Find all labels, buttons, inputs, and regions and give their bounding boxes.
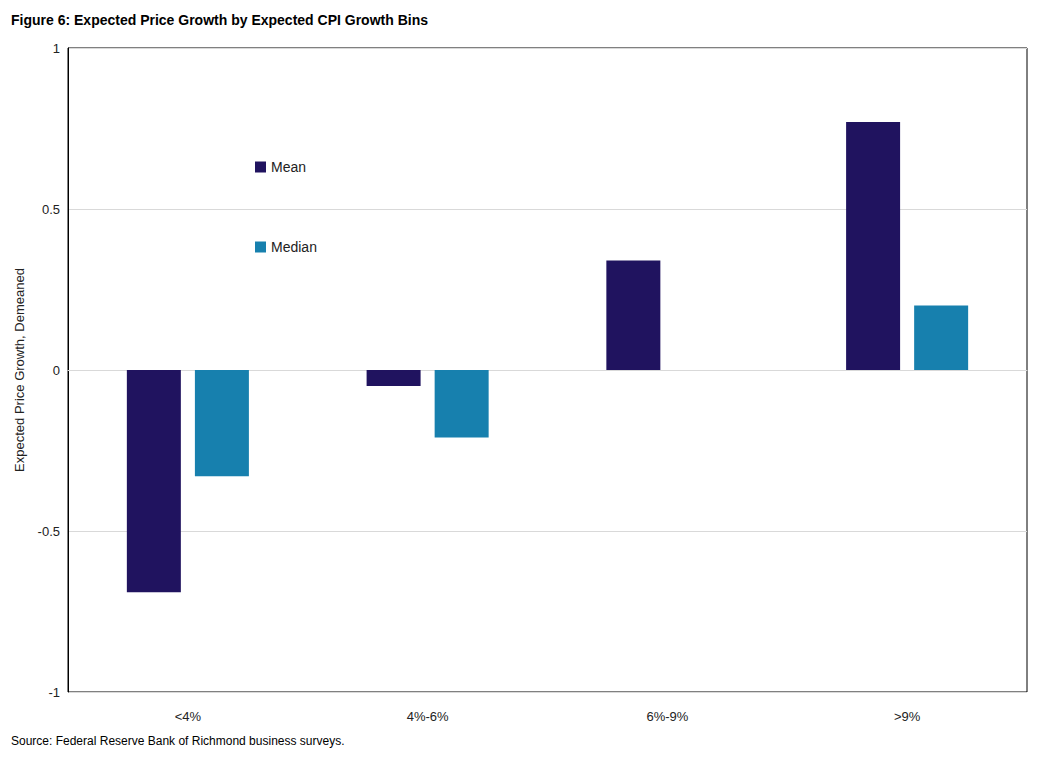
svg-text:0: 0 <box>53 363 60 378</box>
svg-text:-0.5: -0.5 <box>38 524 60 539</box>
svg-text:Source: Federal Reserve Bank o: Source: Federal Reserve Bank of Richmond… <box>11 734 345 748</box>
svg-text:4%-6%: 4%-6% <box>407 709 449 724</box>
svg-text:1: 1 <box>53 41 60 56</box>
svg-text:-1: -1 <box>48 685 60 700</box>
svg-text:Expected Price Growth, Demeane: Expected Price Growth, Demeaned <box>12 268 27 472</box>
svg-text:6%-9%: 6%-9% <box>646 709 688 724</box>
svg-text:Median: Median <box>271 239 317 255</box>
svg-text:0.5: 0.5 <box>42 202 60 217</box>
svg-text:<4%: <4% <box>175 709 202 724</box>
svg-text:>9%: >9% <box>894 709 921 724</box>
svg-text:Mean: Mean <box>271 159 306 175</box>
svg-text:Figure 6: Expected Price Growt: Figure 6: Expected Price Growth by Expec… <box>11 12 428 28</box>
